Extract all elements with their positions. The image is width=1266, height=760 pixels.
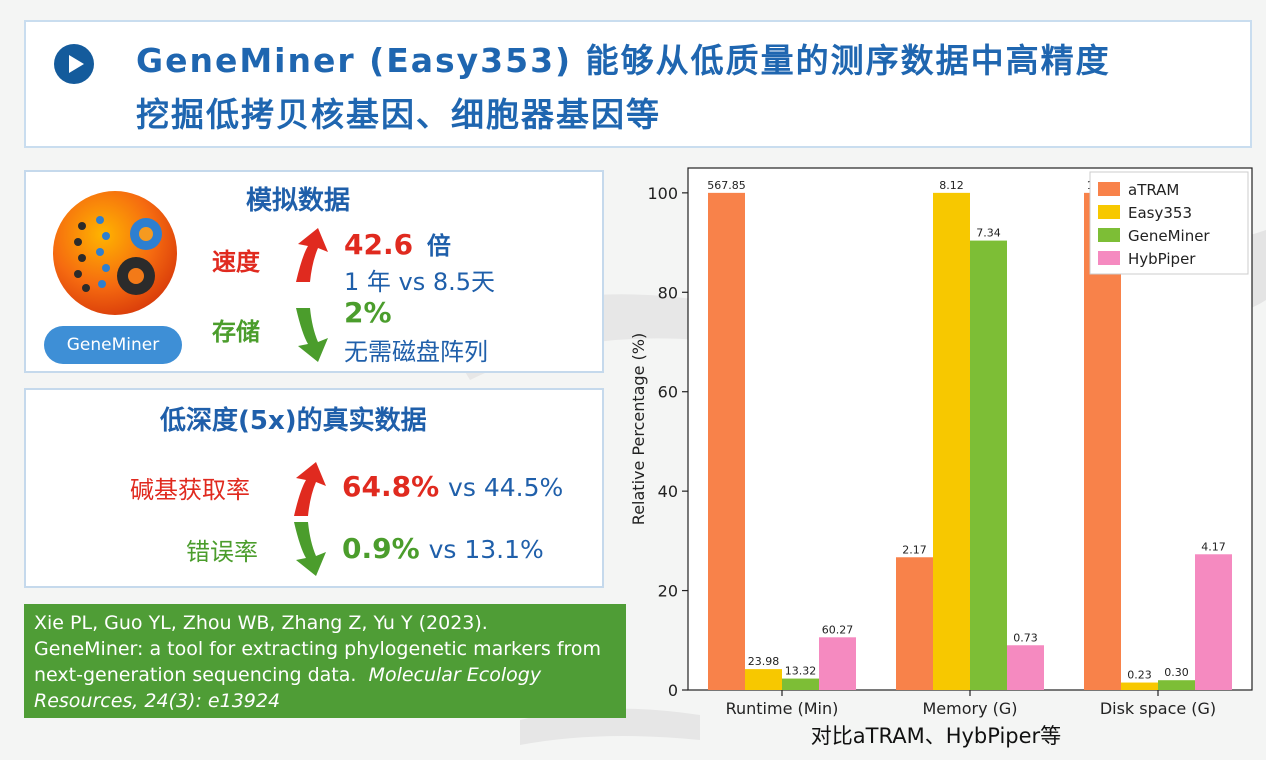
reference-title-2: next-generation sequencing data. [34,664,357,686]
bar-easy353 [745,669,782,690]
y-tick-label: 0 [668,681,678,700]
speed-value: 42.6 [344,228,414,261]
bar-hybpiper [1007,645,1044,690]
bar-value-label: 0.30 [1164,666,1189,679]
storage-value: 2% [344,296,392,329]
legend-swatch [1098,228,1120,242]
bar-atram [1084,192,1121,690]
speed-unit: 倍 [426,232,451,260]
geneminer-badge: GeneMiner [44,326,182,364]
arrow-up-icon [296,228,328,282]
geneminer-logo-icon [53,191,177,315]
error-compare: vs 13.1% [428,535,544,564]
y-tick-label: 40 [658,482,678,501]
reference-title-1: GeneMiner: a tool for extracting phyloge… [34,638,602,660]
arrow-down-icon [294,522,326,576]
page-title: GeneMiner (Easy353) 能够从低质量的测序数据中高精度 挖掘低拷… [136,34,1236,142]
arrow-down-icon [296,308,328,362]
legend-label: Easy353 [1128,204,1192,222]
legend-swatch [1098,182,1120,196]
simulated-data-title: 模拟数据 [246,186,351,216]
x-tick-label: Memory (G) [922,699,1017,718]
arrow-up-icon [294,462,326,516]
bar-atram [896,557,933,690]
y-axis-label: Relative Percentage (%) [629,333,648,525]
y-tick-label: 20 [658,582,678,601]
recovery-value: 64.8% [342,470,440,503]
title-line-2: 挖掘低拷贝核基因、细胞器基因等 [136,95,661,134]
title-banner: GeneMiner (Easy353) 能够从低质量的测序数据中高精度 挖掘低拷… [24,20,1252,148]
reference-journal: Molecular Ecology [368,664,542,686]
bar-value-label: 60.27 [822,623,854,636]
bar-value-label: 8.12 [939,179,964,192]
speed-label: 速度 [212,248,260,276]
legend-label: aTRAM [1128,181,1179,199]
recovery-compare: vs 44.5% [448,473,564,502]
error-value: 0.9% [342,532,420,565]
recovery-label: 碱基获取率 [130,476,250,504]
bar-value-label: 0.73 [1013,631,1038,644]
chart-caption: 对比aTRAM、HybPiper等 [810,724,1062,748]
bar-geneminer [970,240,1007,690]
bar-value-label: 23.98 [748,655,780,668]
bar-value-label: 13.32 [785,665,817,678]
legend-label: GeneMiner [1128,227,1210,245]
reference-box: Xie PL, Guo YL, Zhou WB, Zhang Z, Yu Y (… [24,604,626,718]
legend-swatch [1098,205,1120,219]
error-label: 错误率 [186,538,258,566]
storage-detail: 无需磁盘阵列 [344,338,488,366]
legend-swatch [1098,251,1120,265]
real-data-title: 低深度(5x)的真实数据 [160,406,427,436]
x-tick-label: Runtime (Min) [726,699,839,718]
x-tick-label: Disk space (G) [1100,699,1216,718]
bar-value-label: 567.85 [707,179,746,192]
reference-authors: Xie PL, Guo YL, Zhou WB, Zhang Z, Yu Y (… [34,612,488,634]
title-line-1: GeneMiner (Easy353) 能够从低质量的测序数据中高精度 [136,41,1111,80]
bar-hybpiper [1195,554,1232,690]
play-icon [54,44,94,84]
legend-label: HybPiper [1128,250,1196,268]
bar-value-label: 2.17 [902,543,927,556]
comparison-bar-chart: 0 20 40 60 80 100 Relative Percentage (%) 567.8… [629,167,1253,718]
speed-detail: 1 年 vs 8.5天 [344,268,496,296]
bar-atram [708,192,745,690]
bar-value-label: 4.17 [1201,540,1226,553]
y-tick-label: 60 [658,383,678,402]
bar-value-label: 7.34 [976,227,1001,240]
bar-easy353 [1121,682,1158,690]
reference-volume: Resources, 24(3): e13924 [34,690,281,712]
bar-hybpiper [819,637,856,690]
y-tick-label: 80 [658,283,678,302]
bar-geneminer [782,678,819,690]
bar-easy353 [933,192,970,690]
simulated-data-panel: 模拟数据 GeneMiner 速度 42.6 [24,170,604,373]
storage-label: 存储 [212,318,260,346]
real-data-panel: 低深度(5x)的真实数据 碱基获取率 64.8% vs 44.5% 错误率 0.… [24,388,604,588]
y-tick-label: 100 [647,184,678,203]
bar-value-label: 0.23 [1127,669,1152,682]
bar-geneminer [1158,680,1195,690]
